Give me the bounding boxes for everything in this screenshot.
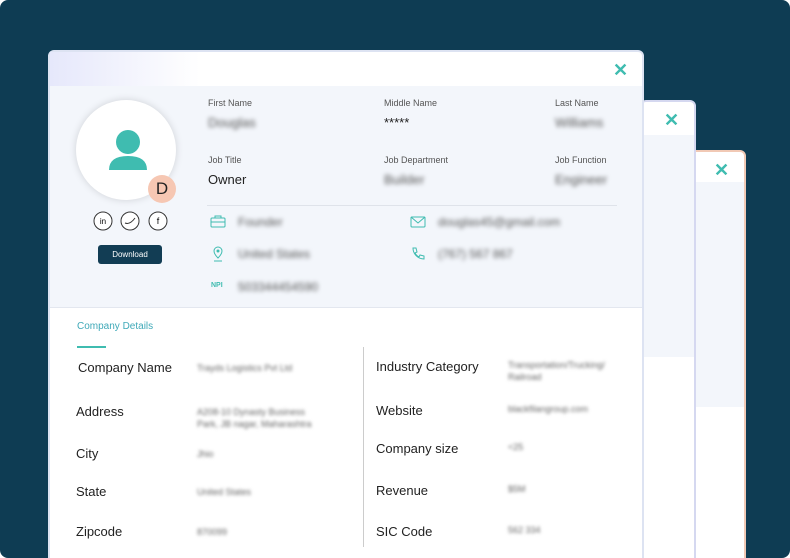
- company-label: Revenue: [376, 483, 429, 498]
- company-value: 562 334: [508, 525, 541, 535]
- field-value: Owner: [208, 172, 247, 187]
- icon: [412, 247, 425, 260]
- npi-label: NPI: [211, 282, 223, 289]
- field-value: Builder: [384, 172, 425, 187]
- header-accent: [50, 52, 200, 86]
- contact-value: United States: [238, 247, 311, 261]
- contact-icon: [408, 244, 428, 269]
- contact-value: douglas45@gmail.com: [438, 215, 561, 229]
- icon: [213, 246, 223, 262]
- initial-badge: D: [148, 175, 176, 203]
- field-label: Last Name: [555, 98, 599, 108]
- company-value: A208-10 Dynasty Business Park, JB nagar,…: [197, 407, 312, 429]
- company-value: Transportation/Trucking/ Railroad: [508, 360, 605, 382]
- field-value: Engineer: [555, 172, 608, 187]
- contact-value: Founder: [238, 215, 283, 229]
- contact-value: 503344454590: [238, 280, 319, 294]
- field-label: Job Title: [208, 155, 242, 165]
- field-label: First Name: [208, 98, 253, 108]
- company-label: Zipcode: [76, 524, 123, 539]
- contact-icon: [208, 244, 228, 269]
- linkedin-icon[interactable]: in: [93, 211, 113, 231]
- field-label: Job Function: [555, 155, 607, 165]
- close-button[interactable]: ✕: [714, 160, 730, 180]
- contact-icon: [208, 212, 228, 237]
- section-title: Company Details: [77, 321, 154, 332]
- company-label: Company Name: [78, 360, 172, 375]
- back-panel: [692, 182, 744, 407]
- company-label: Industry Category: [376, 359, 479, 374]
- contact-icon: [408, 212, 428, 237]
- company-label: City: [76, 446, 99, 461]
- company-value: Trayds Logistics Pvt Ltd: [197, 363, 293, 373]
- svg-text:f: f: [157, 216, 160, 226]
- icon: [210, 215, 226, 228]
- field-label: Middle Name: [384, 98, 438, 108]
- field-value: Douglas: [208, 115, 256, 130]
- field-label: Job Department: [384, 155, 449, 165]
- company-value: blackfilangroup.com: [508, 404, 589, 414]
- company-value: $5M: [508, 484, 526, 494]
- company-label: Company size: [376, 441, 459, 456]
- column-divider: [363, 347, 364, 547]
- field-value: *****: [384, 115, 410, 130]
- company-label: Address: [76, 404, 124, 419]
- facebook-icon[interactable]: f: [148, 211, 168, 231]
- company-label: Website: [376, 403, 423, 418]
- svg-text:in: in: [100, 217, 106, 226]
- back-card: ✕: [690, 150, 746, 558]
- company-value: Jhio: [197, 449, 214, 459]
- download-button[interactable]: Download: [98, 245, 162, 264]
- company-label: SIC Code: [376, 524, 433, 539]
- profile-card: ✕ D in f Download Company Details First …: [48, 50, 644, 558]
- company-value: 870099: [197, 527, 228, 537]
- divider: [207, 205, 617, 206]
- company-value: United States: [197, 487, 252, 497]
- field-value: Williams: [555, 115, 604, 130]
- back-panel: [642, 135, 694, 357]
- company-label: State: [76, 484, 107, 499]
- twitter-icon[interactable]: [120, 211, 140, 231]
- contact-value: (767) 567 867: [438, 247, 513, 261]
- back-card: ✕: [640, 100, 696, 558]
- company-value: <25: [508, 442, 524, 452]
- tab-underline: [77, 346, 106, 348]
- icon: [410, 216, 426, 228]
- close-button[interactable]: ✕: [613, 60, 629, 80]
- close-button[interactable]: ✕: [664, 110, 680, 130]
- avatar-icon: [109, 130, 147, 170]
- social-icons: in f: [93, 211, 168, 231]
